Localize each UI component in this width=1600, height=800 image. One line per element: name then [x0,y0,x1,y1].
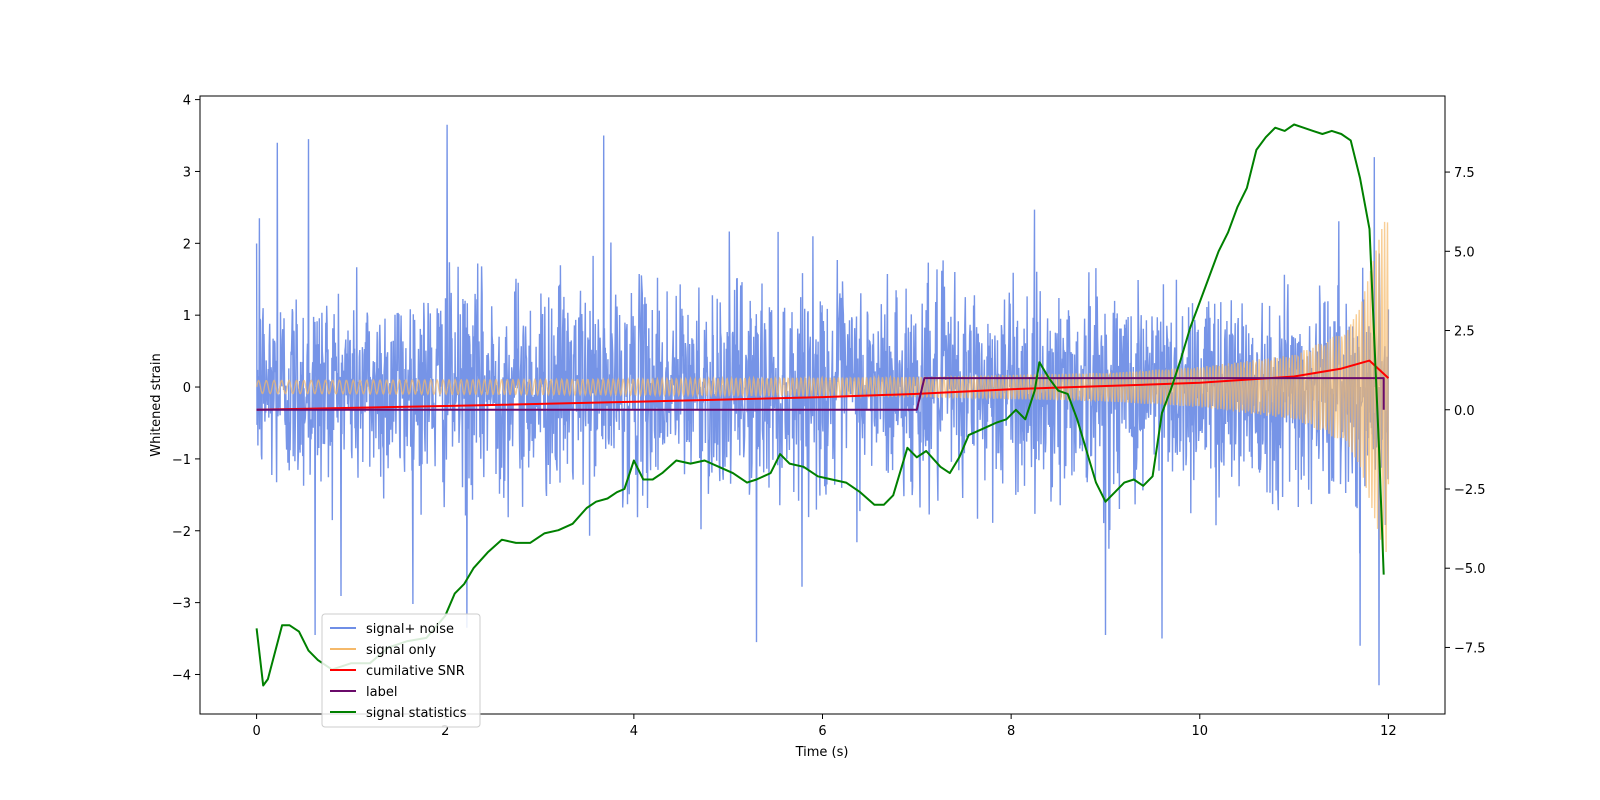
legend-box [321,613,481,728]
y-right-tick-label: −2.5 [1454,483,1486,498]
x-tick-label: 10 [1191,724,1208,739]
y-tick-label: 0 [183,381,191,396]
x-axis-title: Time (s) [795,745,849,760]
legend: signal+ noise signal only cumilative SNR la… [321,613,481,728]
x-tick-label: 0 [252,724,260,739]
series-signal-only [255,221,1390,553]
series-label [256,377,1385,411]
legend-label: signal+ noise [366,622,454,637]
x-tick-label: 6 [818,724,826,739]
y-right-tick-label: 0.0 [1454,404,1475,419]
y-tick-label: 2 [183,237,191,252]
y-tick-label: −1 [172,453,191,468]
x-tick-label: 8 [1007,724,1015,739]
series-layer [255,123,1390,687]
y-axis-left: −4 −3 −2 −1 0 1 2 3 4 [172,94,200,683]
y-right-tick-label: −7.5 [1454,641,1486,656]
x-tick-label: 4 [630,724,638,739]
x-tick-label: 2 [441,724,449,739]
y-tick-label: 1 [183,309,191,324]
series-signal-statistics [255,123,1385,687]
y-right-tick-label: −5.0 [1454,562,1486,577]
legend-label: signal statistics [366,706,467,721]
y-right-tick-label: 5.0 [1454,245,1475,260]
y-tick-label: −2 [172,525,191,540]
legend-label: label [366,685,397,700]
y-right-tick-label: 7.5 [1454,166,1475,181]
legend-label: signal only [366,643,436,658]
y-tick-label: 3 [183,165,191,180]
y-axis-title: Whitened strain [149,353,164,456]
x-tick-label: 12 [1380,724,1397,739]
x-axis: 0 2 4 6 8 10 12 [252,714,1397,739]
y-axis-right: −7.5 −5.0 −2.5 0.0 2.5 5.0 7.5 [1445,166,1486,656]
y-tick-label: −4 [172,668,191,683]
y-right-tick-label: 2.5 [1454,325,1475,340]
y-tick-label: −3 [172,597,191,612]
legend-label: cumilative SNR [366,664,465,679]
y-tick-label: 4 [183,94,191,109]
series-cumulative-snr [256,359,1390,411]
